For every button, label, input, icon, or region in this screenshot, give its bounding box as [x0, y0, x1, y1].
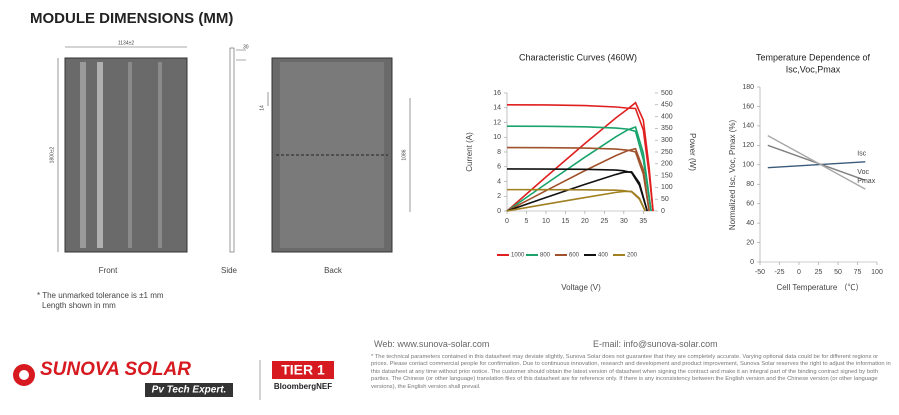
y2-tick-label: 350: [661, 125, 673, 132]
dimension: 1800±2: [49, 146, 55, 163]
series-label: Isc: [857, 151, 866, 158]
y-tick-label: 0: [497, 208, 501, 215]
power-curve: [506, 101, 654, 212]
x-tick-label: 50: [834, 269, 842, 276]
dimension: 1134±2: [118, 40, 134, 46]
drawing-label: Side: [221, 266, 238, 275]
y2-axis-label: Power (W): [688, 133, 697, 171]
y2-tick-label: 300: [661, 137, 673, 144]
front-drawing: [57, 46, 188, 253]
y2-tick-label: 0: [661, 208, 665, 215]
y-tick-label: 60: [746, 201, 754, 208]
current-curve: [506, 146, 650, 212]
y-tick-label: 80: [746, 181, 754, 188]
power-curve: [506, 147, 650, 212]
y-tick-label: 40: [746, 220, 754, 227]
legend-label: 400: [598, 253, 609, 259]
logo-mark: [13, 364, 35, 386]
y-tick-label: 180: [742, 84, 754, 91]
series-label: Pmax: [857, 178, 875, 185]
disclaimer: * The technical parameters contained in …: [371, 354, 891, 390]
x-tick-label: 100: [871, 269, 883, 276]
y-tick-label: 8: [497, 149, 501, 156]
x-tick-label: -25: [774, 269, 784, 276]
x-tick-label: 0: [505, 218, 509, 225]
y-tick-label: 20: [746, 239, 754, 246]
y-tick-label: 0: [750, 259, 754, 266]
x-tick-label: 0: [797, 269, 801, 276]
tier: TIER 1: [281, 362, 325, 378]
x-tick-label: 75: [854, 269, 862, 276]
y-tick-label: 6: [497, 164, 501, 171]
y-axis-label: Current (A): [465, 132, 474, 172]
series-label: Voc: [857, 169, 869, 176]
x-tick-label: 30: [620, 218, 628, 225]
chart-title: Characteristic Curves (460W): [519, 52, 637, 62]
y-tick-label: 14: [493, 105, 501, 112]
series-line: [767, 161, 866, 169]
drawing-label: Front: [99, 266, 118, 275]
web: Web: www.sunova-solar.com: [374, 339, 490, 349]
current-curve: [506, 125, 652, 212]
section-title: MODULE DIMENSIONS (MM): [30, 10, 233, 27]
x-axis-label: Cell Temperature （℃）: [777, 283, 864, 292]
brand: SUNOVA SOLAR: [40, 359, 191, 380]
y-tick-label: 4: [497, 178, 501, 185]
x-tick-label: 20: [581, 218, 589, 225]
legend-label: 200: [627, 253, 638, 259]
y2-tick-label: 50: [661, 196, 669, 203]
chart-title: Isc,Voc,Pmax: [786, 64, 841, 74]
legend-label: 600: [569, 253, 580, 259]
y2-tick-label: 200: [661, 161, 673, 168]
dimension: 1086: [401, 149, 407, 160]
slogan-bg: [145, 383, 233, 397]
x-tick-label: 25: [815, 269, 823, 276]
x-axis-label: Voltage (V): [561, 283, 601, 292]
y2-tick-label: 250: [661, 149, 673, 156]
x-tick-label: 35: [639, 218, 647, 225]
tier-source: BloombergNEF: [274, 382, 332, 391]
y-tick-label: 140: [742, 123, 754, 130]
power-curve: [506, 125, 652, 212]
y2-tick-label: 100: [661, 184, 673, 191]
x-tick-label: 25: [600, 218, 608, 225]
dimension: 30: [243, 44, 249, 50]
y-tick-label: 12: [493, 119, 501, 126]
slogan: Pv Tech Expert.: [152, 385, 227, 396]
y2-tick-label: 400: [661, 113, 673, 120]
power-curve: [506, 170, 648, 212]
y2-tick-label: 150: [661, 172, 673, 179]
y-tick-label: 16: [493, 90, 501, 97]
y-tick-label: 100: [742, 162, 754, 169]
x-tick-label: 10: [542, 218, 550, 225]
x-tick-label: 5: [525, 218, 529, 225]
series-line: [767, 134, 866, 190]
tier-bg: [272, 361, 334, 379]
y2-tick-label: 450: [661, 102, 673, 109]
current-curve: [506, 168, 648, 212]
y-tick-label: 10: [493, 134, 501, 141]
y-tick-label: 160: [742, 103, 754, 110]
y2-tick-label: 500: [661, 90, 673, 97]
note: Length shown in mm: [42, 301, 116, 310]
back-drawing: [267, 57, 411, 253]
chart-title: Temperature Dependence of: [756, 52, 871, 62]
y-axis-label: Normalized Isc, Voc, Pmax (%): [728, 120, 737, 231]
drawing-label: Back: [324, 266, 343, 275]
y-tick-label: 120: [742, 142, 754, 149]
power-curve: [506, 190, 646, 212]
dimension: 14: [259, 105, 265, 111]
legend-label: 1000: [511, 253, 525, 259]
y-tick-label: 2: [497, 193, 501, 200]
email: E-mail: info@sunova-solar.com: [593, 339, 718, 349]
legend-label: 800: [540, 253, 551, 259]
side-drawing: [229, 47, 246, 253]
x-tick-label: 15: [562, 218, 570, 225]
note: * The unmarked tolerance is ±1 mm: [37, 291, 164, 300]
x-tick-label: -50: [755, 269, 765, 276]
